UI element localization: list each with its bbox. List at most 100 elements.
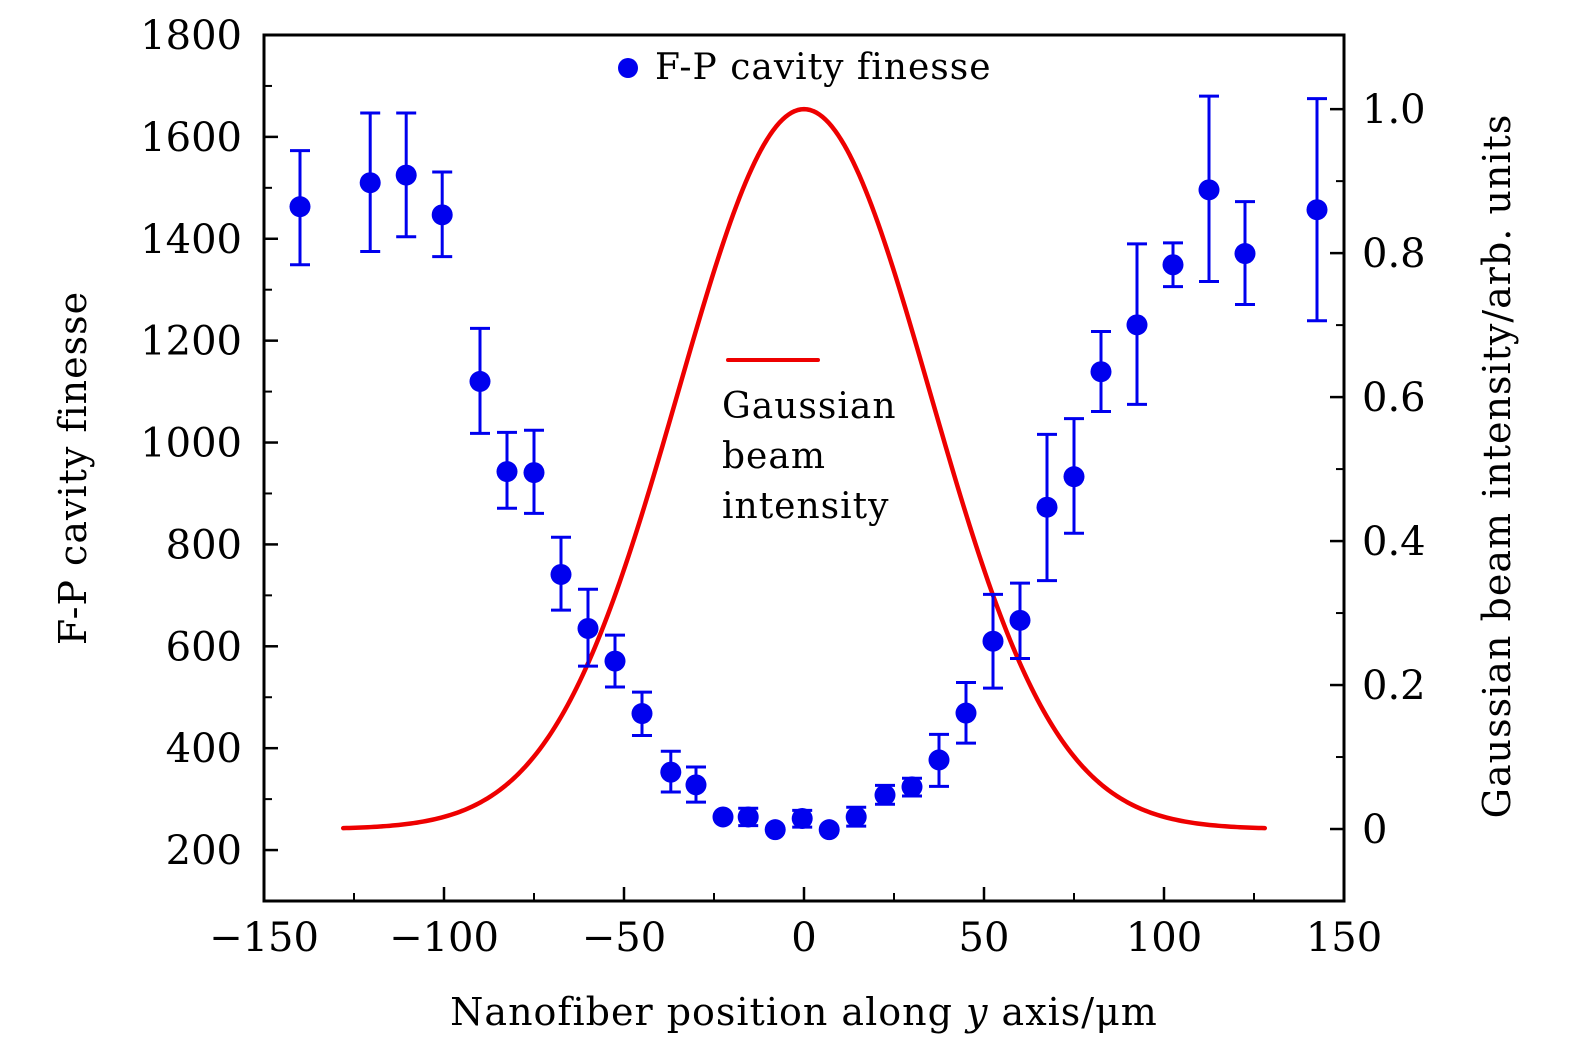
data-point-group (1162, 241, 1184, 289)
y-tick-label-right: 0 (1362, 807, 1387, 853)
y-tick-label-right: 0.6 (1362, 375, 1426, 421)
data-point (289, 196, 311, 218)
legend-finesse: F-P cavity finesse (618, 47, 992, 88)
data-point (901, 776, 923, 798)
data-point-group (1234, 200, 1256, 306)
data-point-group (1126, 242, 1148, 406)
data-point-group (577, 587, 599, 668)
data-point-group (685, 765, 707, 804)
data-point (737, 806, 759, 828)
y-axis-title-left: F-P cavity finesse (51, 291, 95, 645)
y-tick-label-left: 1000 (140, 421, 242, 467)
data-point (431, 204, 453, 226)
legend-label-finesse: F-P cavity finesse (655, 47, 992, 88)
data-point-group (1063, 417, 1085, 535)
data-point (1306, 199, 1328, 221)
data-point (550, 563, 572, 585)
data-point-group (845, 805, 867, 828)
y-tick-label-left: 1600 (140, 115, 242, 161)
data-point-group (764, 819, 786, 841)
data-point (1162, 254, 1184, 276)
legend-gaussian: Gaussian beam intensity (722, 358, 897, 527)
x-tick-label: 150 (1306, 915, 1382, 961)
data-point-group (550, 535, 572, 612)
data-point (1090, 361, 1112, 383)
data-point-group (1198, 94, 1220, 284)
data-point-group (1090, 329, 1112, 413)
data-point (395, 164, 417, 186)
data-point (1234, 243, 1256, 265)
data-point-group (901, 776, 923, 798)
data-point-group (1036, 432, 1058, 583)
x-tick-label: −100 (389, 915, 499, 961)
data-point (712, 806, 734, 828)
x-axis-title-var: y (964, 990, 988, 1034)
data-point (359, 172, 381, 194)
data-point (764, 819, 786, 841)
x-tick-label: −50 (582, 915, 666, 961)
x-tick-label: 50 (959, 915, 1010, 961)
data-point (874, 784, 896, 806)
y-tick-label-left: 1200 (140, 319, 242, 365)
y-tick-label-right: 1.0 (1362, 87, 1426, 133)
y-tick-label-left: 1800 (140, 13, 242, 59)
data-point-group (523, 428, 545, 515)
data-point (845, 806, 867, 828)
data-point-group (289, 149, 311, 267)
data-point-group (874, 783, 896, 806)
x-tick-label: 100 (1126, 915, 1202, 961)
data-point (1036, 496, 1058, 518)
data-point-group (496, 430, 518, 510)
x-axis-title-part1: Nanofiber position along (450, 990, 966, 1034)
data-point (685, 774, 707, 796)
y-tick-label-right: 0.8 (1362, 231, 1426, 277)
x-axis-title: Nanofiber position along y axis/μm (450, 990, 1158, 1034)
data-point (1126, 314, 1148, 336)
data-point-group (955, 680, 977, 745)
data-point (496, 461, 518, 483)
data-point (1063, 466, 1085, 488)
data-point (469, 370, 491, 392)
data-point-group (631, 690, 653, 737)
data-point-group (1306, 97, 1328, 323)
x-tick-label: −150 (209, 915, 319, 961)
data-point-group (604, 633, 626, 689)
data-point (791, 807, 813, 829)
legend-label-gaussian-line1: Gaussian (722, 386, 897, 427)
legend-label-gaussian-line3: intensity (722, 486, 889, 527)
y-axis-title-right: Gaussian beam intensity/arb. units (1475, 114, 1519, 819)
data-point-group (982, 592, 1004, 690)
legend-label-gaussian-line2: beam (722, 436, 826, 477)
data-point (577, 617, 599, 639)
y-tick-label-left: 200 (166, 828, 242, 874)
data-point-group (395, 111, 417, 239)
data-point-group (660, 749, 682, 794)
y-tick-label-left: 1400 (140, 217, 242, 263)
axes-layer: −150 −100 −50 0 50 100 150 200 400 600 800 1000 1200… (140, 13, 1425, 961)
data-point (523, 462, 545, 484)
x-axis-title-part2: axis/μm (988, 990, 1157, 1034)
data-point (818, 819, 840, 841)
data-point-group (928, 732, 950, 788)
y-tick-label-left: 400 (166, 726, 242, 772)
data-point (928, 749, 950, 771)
legend-marker-finesse (618, 58, 638, 78)
data-point-group (359, 111, 381, 253)
data-point-group (431, 170, 453, 259)
y-tick-label-right: 0.4 (1362, 519, 1426, 565)
data-point (604, 650, 626, 672)
x-tick-label: 0 (791, 915, 816, 961)
data-point (660, 761, 682, 783)
data-point-group (791, 807, 813, 829)
data-point (982, 630, 1004, 652)
data-point-group (818, 819, 840, 841)
data-point-group (1009, 581, 1031, 661)
data-point (631, 703, 653, 725)
y-tick-label-left: 800 (166, 522, 242, 568)
data-point-group (469, 326, 491, 435)
data-point-group (737, 806, 759, 828)
data-point (1009, 609, 1031, 631)
data-layer (289, 94, 1328, 841)
data-point-group (712, 806, 734, 828)
